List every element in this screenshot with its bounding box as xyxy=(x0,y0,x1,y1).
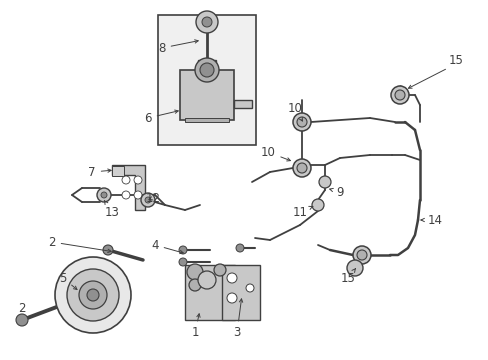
Text: 11: 11 xyxy=(292,206,312,219)
Circle shape xyxy=(202,17,212,27)
Circle shape xyxy=(16,314,28,326)
Bar xyxy=(180,70,234,120)
Text: 9: 9 xyxy=(329,185,343,198)
Bar xyxy=(222,265,260,320)
Text: 3: 3 xyxy=(233,299,242,339)
Circle shape xyxy=(195,58,219,82)
Circle shape xyxy=(134,191,142,199)
Circle shape xyxy=(311,199,324,211)
Circle shape xyxy=(196,11,218,33)
Circle shape xyxy=(390,86,408,104)
Bar xyxy=(198,60,216,70)
Circle shape xyxy=(101,192,107,198)
Text: 6: 6 xyxy=(144,110,178,125)
Text: 15: 15 xyxy=(340,269,355,284)
Text: 8: 8 xyxy=(158,40,198,54)
Bar xyxy=(158,15,256,145)
Circle shape xyxy=(122,191,130,199)
Circle shape xyxy=(292,159,310,177)
Circle shape xyxy=(179,258,186,266)
Circle shape xyxy=(318,176,330,188)
Circle shape xyxy=(55,257,131,333)
Text: 4: 4 xyxy=(151,239,183,254)
Text: 14: 14 xyxy=(420,213,442,226)
Text: 10: 10 xyxy=(287,102,302,121)
Circle shape xyxy=(79,281,107,309)
Text: 7: 7 xyxy=(88,166,111,179)
Text: 10: 10 xyxy=(260,145,290,161)
Circle shape xyxy=(236,244,244,252)
Circle shape xyxy=(245,284,253,292)
Circle shape xyxy=(394,90,404,100)
Circle shape xyxy=(356,250,366,260)
Circle shape xyxy=(352,246,370,264)
Circle shape xyxy=(103,245,113,255)
Circle shape xyxy=(134,176,142,184)
Circle shape xyxy=(97,188,111,202)
Bar xyxy=(184,118,228,122)
Circle shape xyxy=(226,293,237,303)
Polygon shape xyxy=(112,165,145,210)
Text: 5: 5 xyxy=(59,271,77,289)
Circle shape xyxy=(145,197,151,203)
Bar xyxy=(234,100,251,108)
Circle shape xyxy=(296,117,306,127)
Circle shape xyxy=(189,279,201,291)
Circle shape xyxy=(296,163,306,173)
Circle shape xyxy=(200,63,214,77)
Circle shape xyxy=(87,289,99,301)
Text: 1: 1 xyxy=(191,314,200,339)
Circle shape xyxy=(122,176,130,184)
Text: 2: 2 xyxy=(48,235,111,252)
Circle shape xyxy=(67,269,119,321)
Circle shape xyxy=(198,271,216,289)
Circle shape xyxy=(214,264,225,276)
Circle shape xyxy=(292,113,310,131)
Circle shape xyxy=(226,273,237,283)
Circle shape xyxy=(179,246,186,254)
Text: 13: 13 xyxy=(104,201,119,219)
Text: 15: 15 xyxy=(447,54,463,67)
Bar xyxy=(112,166,124,176)
Circle shape xyxy=(141,193,155,207)
Circle shape xyxy=(186,264,203,280)
Text: 12: 12 xyxy=(145,192,160,204)
Text: 2: 2 xyxy=(18,302,26,315)
Circle shape xyxy=(346,260,362,276)
Bar xyxy=(184,265,235,320)
